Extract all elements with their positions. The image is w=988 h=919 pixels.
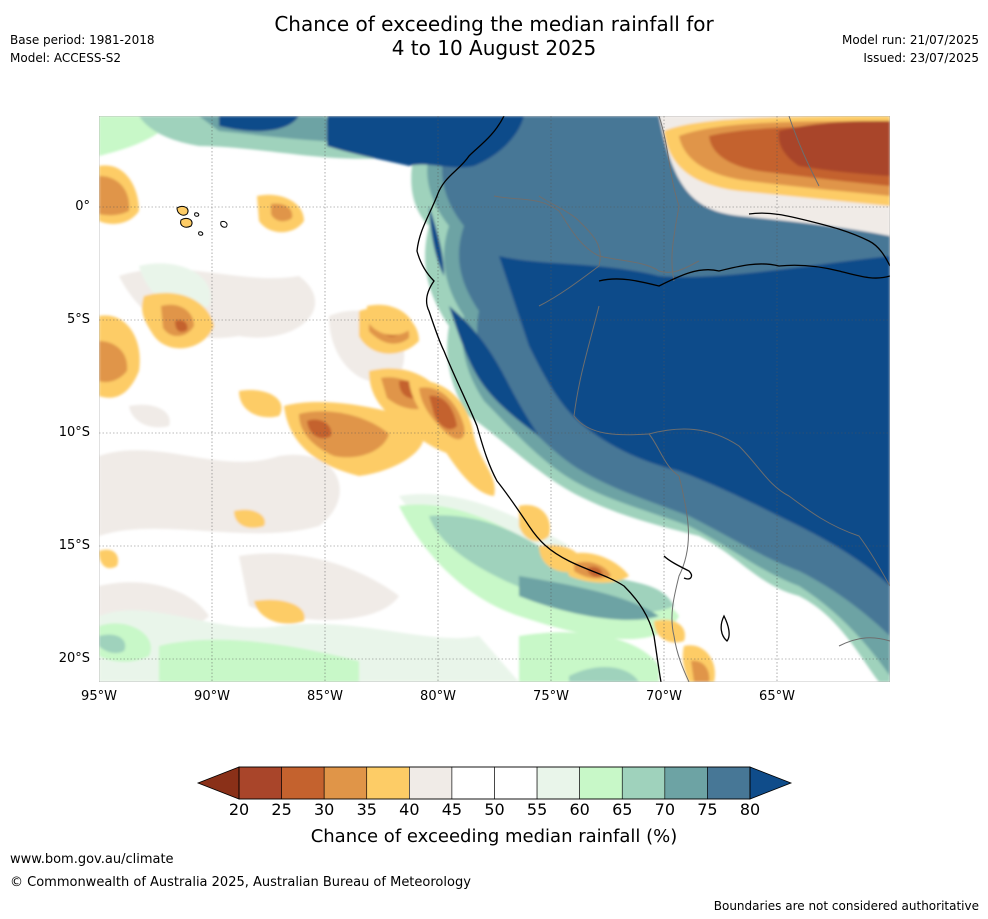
colorbar-frame [238,766,751,800]
lon-label: 85°W [307,689,343,704]
lat-label: 0° [75,199,90,214]
lat-label: 20°S [58,651,90,666]
title-line-1: Chance of exceeding the median rainfall … [274,12,714,36]
base-period-text: Base period: 1981-2018 [10,33,155,47]
colorbar-cell [579,766,623,800]
lat-label: 10°S [58,425,90,440]
colorbar-cell [451,766,495,800]
lon-label: 95°W [81,689,117,704]
copyright-text: © Commonwealth of Australia 2025, Austra… [10,875,471,890]
colorbar-cell [494,766,538,800]
colorbar-cell [707,766,751,800]
website-url[interactable]: www.bom.gov.au/climate [10,852,174,867]
colorbar-tick-label: 45 [441,800,463,819]
colorbar-tick-label: 25 [271,800,292,819]
lon-label: 80°W [420,689,456,704]
colorbar-tick-label: 50 [484,800,505,819]
title-line-2: 4 to 10 August 2025 [391,36,597,60]
disclaimer-text: Boundaries are not considered authoritat… [713,899,979,913]
galapagos-islands [176,205,228,236]
model-run-text: Model run: 21/07/2025 [841,33,979,47]
lon-label: 70°W [646,689,682,704]
lat-label: 15°S [58,538,90,553]
colorbar-tick-label: 75 [697,800,718,819]
colorbar-tick-label: 80 [739,800,761,819]
colorbar-cell [409,766,453,800]
rainfall-map [99,116,890,682]
map-title: Chance of exceeding the median rainfall … [0,12,988,60]
colorbar-cell [281,766,325,800]
lon-label: 90°W [194,689,230,704]
colorbar-tick-label: 35 [356,800,377,819]
graticule [99,116,890,682]
lat-label: 5°S [66,312,90,327]
colorbar-cell [536,766,580,800]
ocean-anomaly-layer [99,116,890,682]
lon-label: 65°W [759,689,795,704]
model-text: Model: ACCESS-S2 [10,51,122,65]
issued-text: Issued: 23/07/2025 [863,51,979,65]
colorbar-cell [621,766,666,800]
colorbar-cell [238,766,282,800]
colorbar-tick-label: 20 [228,800,250,819]
colorbar-tick-label: 65 [612,800,633,819]
colorbar-cell [664,766,708,800]
colorbar-label: Chance of exceeding median rainfall (%) [310,826,678,847]
colorbar-over-arrow [749,766,793,800]
colorbar-cell [366,766,410,800]
lon-label: 75°W [533,689,569,704]
colorbar-tick-label: 40 [399,800,420,819]
colorbar-tick-label: 55 [526,800,548,819]
colorbar-cell [323,766,368,800]
colorbar-tick-label: 60 [569,800,590,819]
colorbar-tick-label: 70 [654,800,675,819]
colorbar-tick-label: 30 [313,800,335,819]
coastlines [416,116,890,682]
colorbar [196,766,793,800]
colorbar-under-arrow [196,766,240,800]
country-borders [493,116,890,682]
